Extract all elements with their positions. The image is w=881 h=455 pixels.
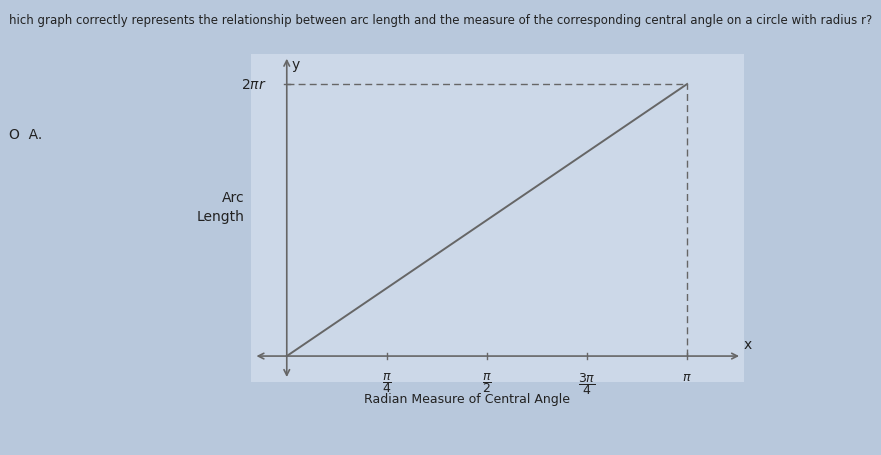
Text: $\dfrac{3\pi}{4}$: $\dfrac{3\pi}{4}$ xyxy=(578,370,596,396)
Text: $2\pi r$: $2\pi r$ xyxy=(241,78,267,92)
Text: $\dfrac{\pi}{2}$: $\dfrac{\pi}{2}$ xyxy=(482,370,492,394)
Text: $\pi$: $\pi$ xyxy=(682,370,692,384)
Text: Radian Measure of Central Angle: Radian Measure of Central Angle xyxy=(364,392,570,404)
Text: y: y xyxy=(292,58,300,72)
Text: $\dfrac{\pi}{4}$: $\dfrac{\pi}{4}$ xyxy=(381,370,392,394)
Text: Arc
Length: Arc Length xyxy=(196,191,245,223)
Text: x: x xyxy=(744,337,751,351)
Text: hich graph correctly represents the relationship between arc length and the meas: hich graph correctly represents the rela… xyxy=(9,14,872,27)
Text: O  A.: O A. xyxy=(9,127,42,142)
